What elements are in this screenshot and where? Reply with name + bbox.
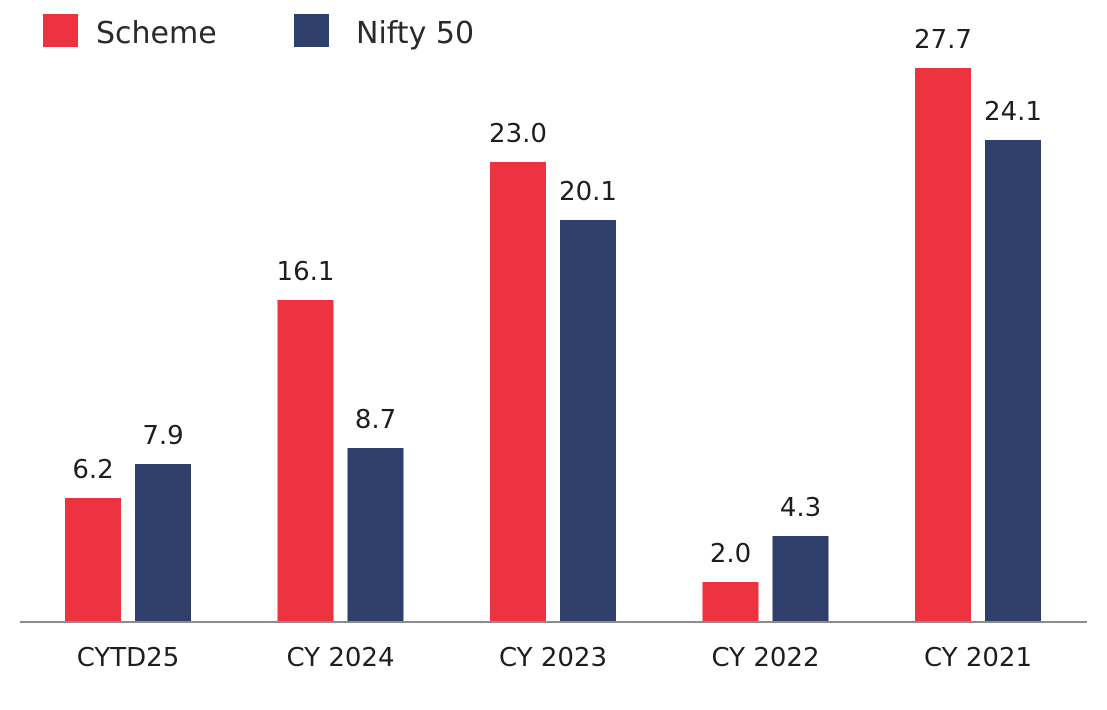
bars-group <box>65 68 1041 622</box>
bar-nifty-50-cy-2024 <box>347 448 404 622</box>
value-label-nifty-50-cy-2023: 20.1 <box>559 177 617 207</box>
legend-swatch-scheme <box>43 14 78 47</box>
legend: Scheme Nifty 50 <box>43 14 474 51</box>
value-label-scheme-cy-2023: 23.0 <box>489 119 547 149</box>
value-label-scheme-cy-2021: 27.7 <box>914 25 972 55</box>
bar-scheme-cy-2022 <box>702 582 759 622</box>
bar-nifty-50-cy-2021 <box>985 140 1041 622</box>
value-label-scheme-cy-2024: 16.1 <box>277 257 335 287</box>
bar-nifty-50-cytd25 <box>135 464 191 622</box>
category-labels-group: CYTD25 CY 2024 CY 2023 CY 2022 CY 2021 <box>77 643 1032 673</box>
category-label-cytd25: CYTD25 <box>77 643 180 673</box>
bar-scheme-cy-2023 <box>490 162 546 622</box>
value-label-scheme-cytd25: 6.2 <box>72 455 113 485</box>
bar-nifty-50-cy-2023 <box>560 220 616 622</box>
bar-scheme-cytd25 <box>65 498 121 622</box>
category-label-cy-2021: CY 2021 <box>924 643 1032 673</box>
category-label-cy-2022: CY 2022 <box>711 643 819 673</box>
value-labels-group: 6.2 7.9 16.1 8.7 23.0 20.1 2.0 4.3 27.7 24.1 <box>72 25 1042 569</box>
bar-nifty-50-cy-2022 <box>772 536 829 622</box>
bar-scheme-cy-2024 <box>277 300 334 622</box>
legend-label-scheme: Scheme <box>96 16 217 51</box>
value-label-scheme-cy-2022: 2.0 <box>710 539 751 569</box>
legend-swatch-nifty-50 <box>294 14 329 47</box>
value-label-nifty-50-cytd25: 7.9 <box>142 421 183 451</box>
bar-scheme-cy-2021 <box>915 68 971 622</box>
legend-label-nifty-50: Nifty 50 <box>356 16 474 51</box>
value-label-nifty-50-cy-2024: 8.7 <box>355 405 396 435</box>
category-label-cy-2024: CY 2024 <box>286 643 394 673</box>
value-label-nifty-50-cy-2021: 24.1 <box>984 97 1042 127</box>
category-label-cy-2023: CY 2023 <box>499 643 607 673</box>
value-label-nifty-50-cy-2022: 4.3 <box>780 493 821 523</box>
